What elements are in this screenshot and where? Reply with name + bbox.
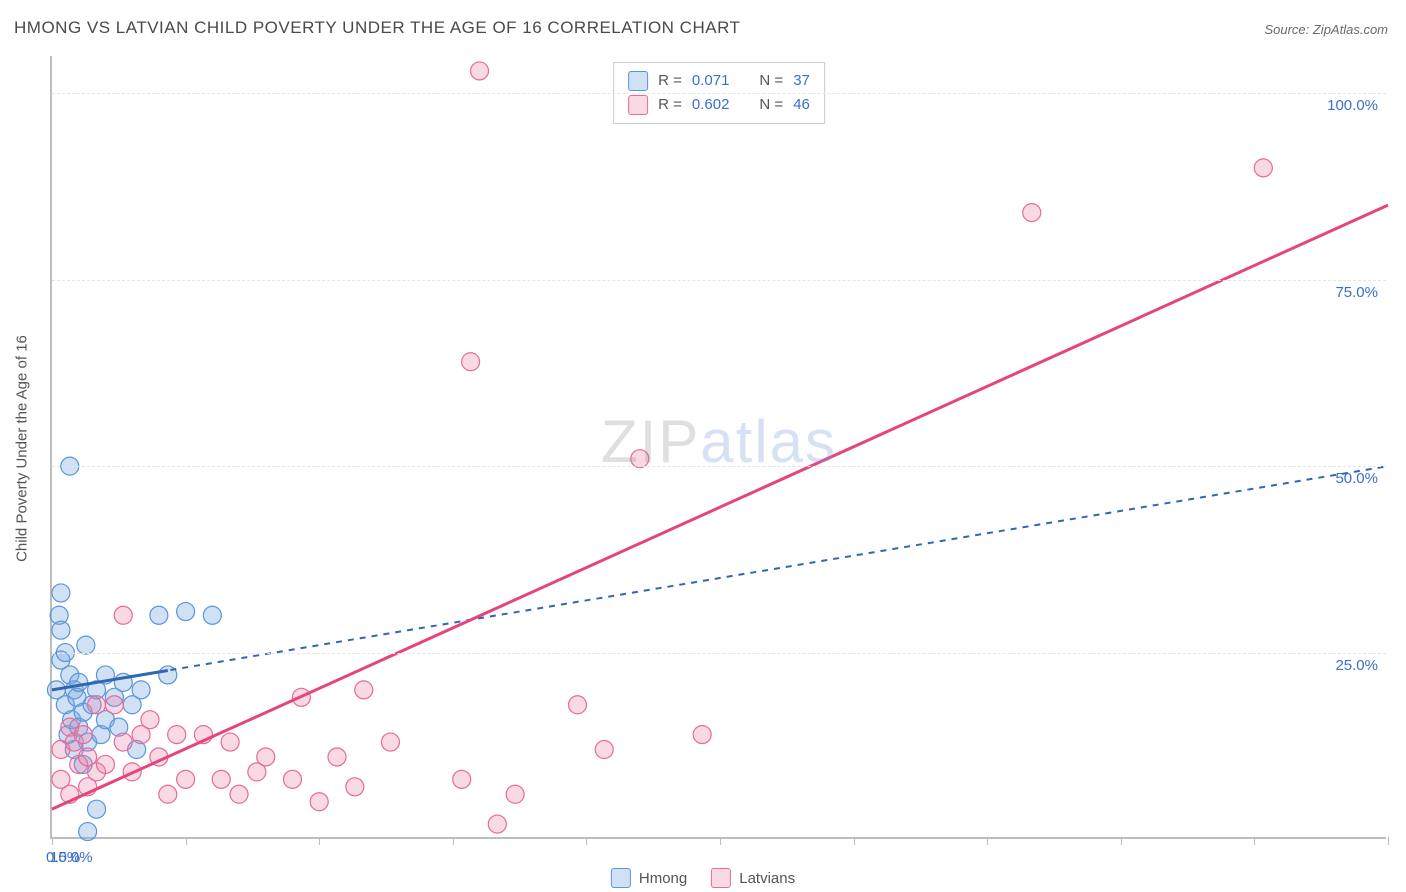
- x-tick-mark: [186, 837, 187, 845]
- scatter-point: [1023, 204, 1041, 222]
- x-tick-mark: [586, 837, 587, 845]
- gridline: [52, 280, 1386, 281]
- scatter-point: [355, 681, 373, 699]
- scatter-point: [203, 606, 221, 624]
- x-tick-mark: [720, 837, 721, 845]
- x-tick-mark: [987, 837, 988, 845]
- legend-item: Latvians: [711, 868, 795, 888]
- y-axis-label: Child Poverty Under the Age of 16: [14, 335, 31, 562]
- series-swatch-icon: [628, 95, 648, 115]
- x-tick-mark: [854, 837, 855, 845]
- legend-label: Latvians: [739, 870, 795, 887]
- series-legend: Hmong Latvians: [611, 868, 795, 888]
- scatter-point: [132, 681, 150, 699]
- scatter-point: [693, 726, 711, 744]
- gridline: [52, 93, 1386, 94]
- scatter-point: [52, 621, 70, 639]
- scatter-point: [88, 800, 106, 818]
- scatter-point: [568, 696, 586, 714]
- scatter-point: [70, 673, 88, 691]
- scatter-point: [212, 770, 230, 788]
- scatter-point: [328, 748, 346, 766]
- r-value: 0.071: [692, 69, 730, 93]
- legend-item: Hmong: [611, 868, 687, 888]
- x-tick-mark: [52, 837, 53, 845]
- y-tick-label: 50.0%: [1335, 470, 1378, 487]
- scatter-point: [79, 823, 97, 841]
- source-label: Source: ZipAtlas.com: [1264, 22, 1388, 37]
- scatter-point: [114, 606, 132, 624]
- scatter-point: [1254, 159, 1272, 177]
- x-tick-mark: [319, 837, 320, 845]
- x-tick-mark: [1254, 837, 1255, 845]
- y-tick-label: 75.0%: [1335, 284, 1378, 301]
- scatter-point: [230, 785, 248, 803]
- scatter-point: [168, 726, 186, 744]
- series-swatch-icon: [711, 868, 731, 888]
- n-value: 46: [793, 93, 810, 117]
- scatter-point: [105, 696, 123, 714]
- plot-area: ZIPatlas R = 0.071 N = 37 R = 0.602 N = …: [50, 56, 1386, 839]
- n-value: 37: [793, 69, 810, 93]
- scatter-svg: [52, 56, 1388, 839]
- gridline: [52, 653, 1386, 654]
- scatter-point: [74, 726, 92, 744]
- scatter-point: [141, 711, 159, 729]
- scatter-point: [471, 62, 489, 80]
- scatter-point: [631, 450, 649, 468]
- scatter-point: [159, 785, 177, 803]
- r-label: R =: [658, 69, 682, 93]
- stats-row: R = 0.071 N = 37: [628, 69, 810, 93]
- x-tick-label: 15.0%: [50, 849, 1390, 866]
- scatter-point: [114, 733, 132, 751]
- scatter-point: [177, 770, 195, 788]
- scatter-point: [177, 603, 195, 621]
- legend-label: Hmong: [639, 870, 687, 887]
- y-tick-label: 25.0%: [1335, 657, 1378, 674]
- x-tick-mark: [453, 837, 454, 845]
- scatter-point: [346, 778, 364, 796]
- y-tick-label: 100.0%: [1327, 97, 1378, 114]
- scatter-point: [595, 741, 613, 759]
- scatter-point: [52, 584, 70, 602]
- scatter-point: [88, 696, 106, 714]
- scatter-point: [257, 748, 275, 766]
- scatter-point: [310, 793, 328, 811]
- x-tick-mark: [1388, 837, 1389, 845]
- scatter-point: [283, 770, 301, 788]
- scatter-point: [150, 606, 168, 624]
- scatter-point: [77, 636, 95, 654]
- r-label: R =: [658, 93, 682, 117]
- series-swatch-icon: [611, 868, 631, 888]
- scatter-point: [488, 815, 506, 833]
- scatter-point: [96, 755, 114, 773]
- regression-line: [52, 205, 1388, 809]
- stats-row: R = 0.602 N = 46: [628, 93, 810, 117]
- r-value: 0.602: [692, 93, 730, 117]
- n-label: N =: [759, 93, 783, 117]
- x-tick-mark: [1121, 837, 1122, 845]
- scatter-point: [506, 785, 524, 803]
- n-label: N =: [759, 69, 783, 93]
- gridline: [52, 466, 1386, 467]
- chart-title: HMONG VS LATVIAN CHILD POVERTY UNDER THE…: [14, 18, 740, 38]
- scatter-point: [381, 733, 399, 751]
- scatter-point: [221, 733, 239, 751]
- scatter-point: [462, 353, 480, 371]
- series-swatch-icon: [628, 71, 648, 91]
- scatter-point: [453, 770, 471, 788]
- regression-line: [52, 466, 1388, 690]
